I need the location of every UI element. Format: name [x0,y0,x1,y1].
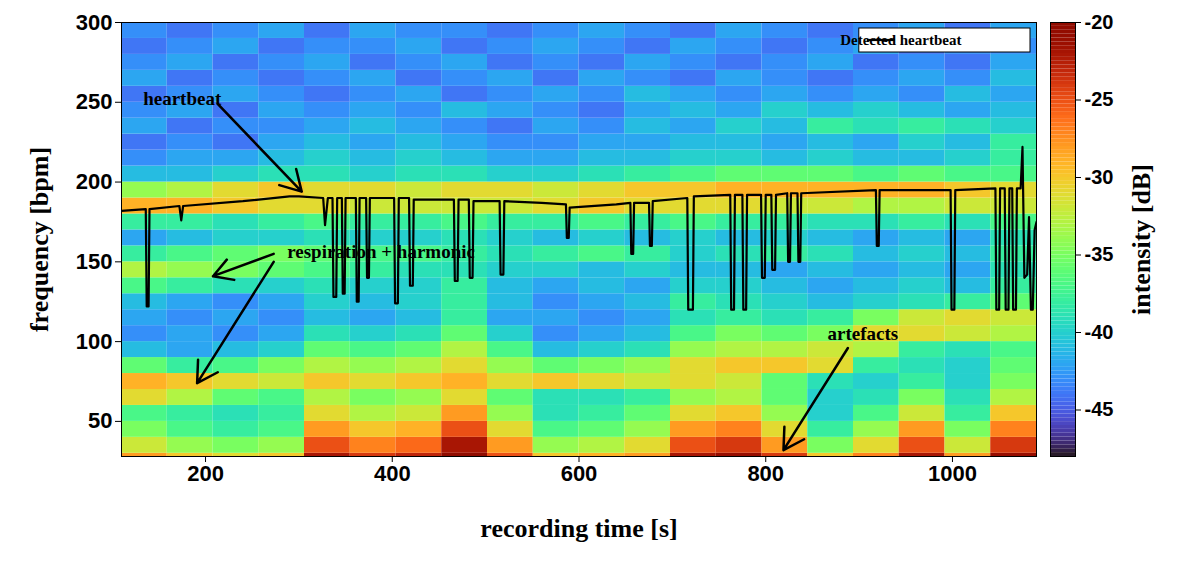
svg-text:200: 200 [76,169,113,194]
svg-text:recording time [s]: recording time [s] [480,514,677,543]
svg-text:respiration + harmonic: respiration + harmonic [287,241,475,262]
svg-text:artefacts: artefacts [827,323,898,344]
svg-text:150: 150 [76,249,113,274]
svg-text:1000: 1000 [928,461,977,486]
svg-text:-25: -25 [1085,88,1114,110]
svg-text:heartbeat: heartbeat [143,88,222,109]
svg-text:Detected heartbeat: Detected heartbeat [840,32,961,48]
svg-text:50: 50 [88,408,112,433]
svg-text:800: 800 [747,461,784,486]
svg-text:frequency [bpm]: frequency [bpm] [25,147,54,332]
svg-text:100: 100 [76,329,113,354]
svg-text:-20: -20 [1085,11,1114,33]
svg-text:-30: -30 [1085,166,1114,188]
svg-text:300: 300 [76,10,113,35]
svg-text:intensity [dB]: intensity [dB] [1127,164,1156,315]
svg-text:250: 250 [76,89,113,114]
svg-text:-45: -45 [1085,398,1114,420]
svg-text:200: 200 [187,461,224,486]
svg-text:-35: -35 [1085,243,1114,265]
svg-text:-40: -40 [1085,321,1114,343]
svg-text:400: 400 [374,461,411,486]
svg-text:600: 600 [561,461,598,486]
